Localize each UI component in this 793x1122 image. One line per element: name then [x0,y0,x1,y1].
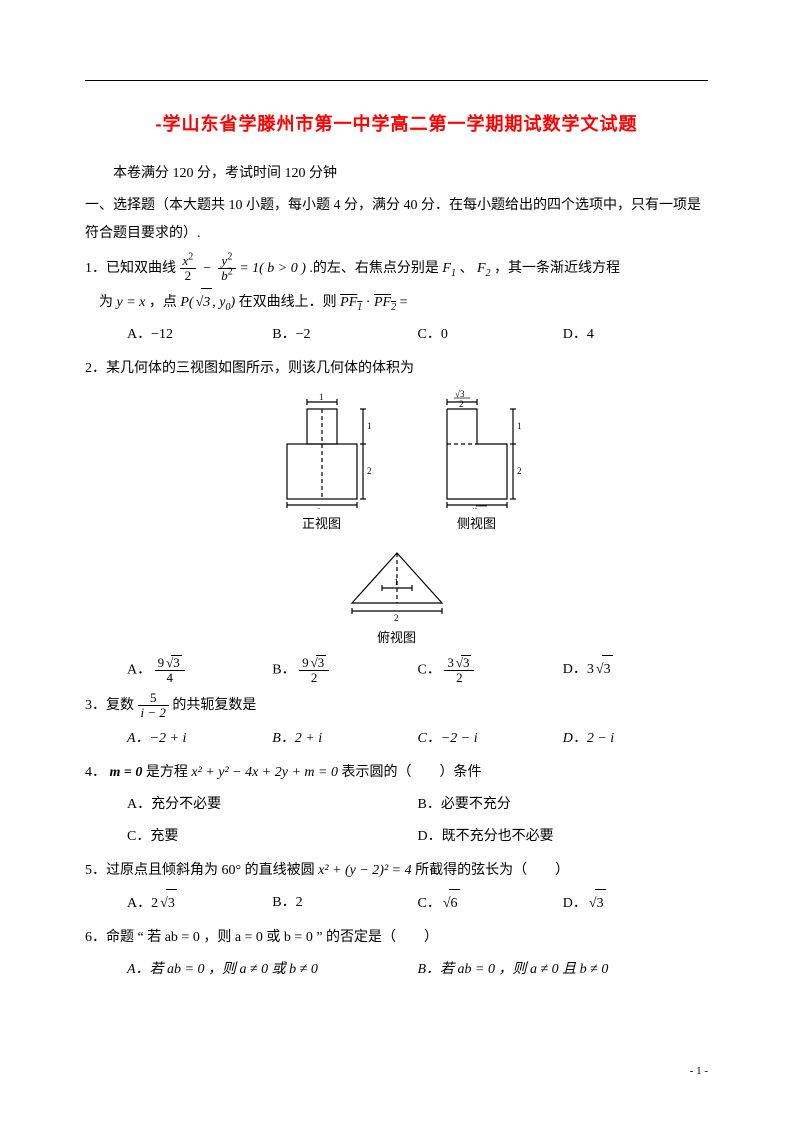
q1-text-b: .的左、右焦点分别是 [309,261,442,276]
question-6: 6．命题 “ 若 ab = 0 ，则 a = 0 或 b = 0 ” 的否定是（… [85,924,708,952]
svg-text:2: 2 [459,399,464,409]
q3-opt-d: D．2 − i [563,725,708,753]
page-title: -学山东省学滕州市第一中学高二第一学期期试数学文试题 [85,106,708,142]
question-4: 4． m = 0 是方程 x² + y² − 4x + 2y + m = 0 表… [85,759,708,787]
q4-m0: m = 0 [110,765,143,780]
intro-text: 本卷满分 120 分，考试时间 120 分钟 [85,160,708,188]
q1l2-e: = [400,295,408,310]
svg-text:√3: √3 [455,389,465,399]
svg-text:2: 2 [316,507,321,509]
front-caption: 正视图 [267,511,377,537]
q1-text-c: 、 [459,261,473,276]
q6-opt-b: B．若 ab = 0 ，则 a ≠ 0 且 b ≠ 0 [418,956,709,984]
dim-label: 1 [319,392,324,402]
q1-opt-b: B．−2 [272,321,417,349]
question-5: 5．过原点且倾斜角为 60° 的直线被圆 x² + (y − 2)² = 4 所… [85,857,708,885]
q4-opt-d: D．既不充分也不必要 [418,823,709,851]
q6-text: 6．命题 “ 若 ab = 0 ，则 a = 0 或 b = 0 ” 的否定是（… [85,930,438,945]
q1-P: P(3, y0) [180,295,235,310]
q5-options: A．23 B．2 C．6 D．3 [85,889,708,918]
q5-eq: x² + (y − 2)² = 4 [318,863,412,878]
q5-text-a: 5．过原点且倾斜角为 60° 的直线被圆 [85,863,318,878]
q4-text-c: 表示圆的（ ）条件 [341,765,481,780]
q2-opt-a: A． 934 [127,655,272,686]
svg-text:2: 2 [394,613,399,623]
q5-opt-a: A．23 [127,889,272,918]
q6-options: A．若 ab = 0 ，则 a ≠ 0 或 b ≠ 0 B．若 ab = 0 ，… [85,956,708,984]
q1-PF1: PF1 [340,295,362,310]
q2-opt-d: D．33 [563,655,708,686]
side-caption: 侧视图 [427,511,527,537]
svg-text:2: 2 [517,466,522,476]
svg-text:√3: √3 [469,507,479,509]
svg-text:1: 1 [394,577,399,587]
page-number: - 1 - [690,1060,708,1082]
q2-opt-b: B． 932 [272,655,417,686]
q5-opt-c: C．6 [418,889,563,918]
q3-frac: 5 i − 2 [138,691,169,721]
q4-eq: x² + y² − 4x + 2y + m = 0 [191,765,338,780]
svg-text:2: 2 [367,466,372,476]
q5-opt-b: B．2 [272,889,417,918]
q4-opt-b: B．必要不充分 [418,791,709,819]
side-view: √3 2 1 2 √3 侧视图 [427,389,527,537]
q4-options-row2: C．充要 D．既不充分也不必要 [85,823,708,851]
q1-options: A．−12 B．−2 C．0 D．4 [85,321,708,349]
q1-rhs: = 1( b > 0 ) [239,261,306,276]
top-caption: 俯视图 [337,625,457,651]
question-3: 3．复数 5 i − 2 的共轭复数是 [85,691,708,721]
q1-F2: F2 [477,261,491,276]
q1-opt-c: C．0 [418,321,563,349]
front-view: 1 1 2 2 正视图 [267,389,377,537]
q1-opt-a: A．−12 [127,321,272,349]
q6-opt-a: A．若 ab = 0 ，则 a ≠ 0 或 b ≠ 0 [127,956,418,984]
q4-opt-c: C．充要 [127,823,418,851]
svg-text:1: 1 [517,421,522,431]
q1-yx: y = x [117,295,146,310]
question-1-line2: 为 y = x ，点 P(3, y0) 在双曲线上．则 PF1 · PF2 = [85,288,708,317]
q4-opt-a: A．充分不必要 [127,791,418,819]
q3-opt-a: A．−2 + i [127,725,272,753]
q3-options: A．−2 + i B．2 + i C．−2 − i D．2 − i [85,725,708,753]
question-1: 1．已知双曲线 x2 2 − y2 b2 = 1( b > 0 ) .的左、右焦… [85,254,708,284]
question-2: 2．某几何体的三视图如图所示，则该几何体的体积为 [85,355,708,383]
q1-frac2: y2 b2 [218,254,236,284]
q1-text-d: ，其一条渐近线方程 [494,261,620,276]
q3-opt-c: C．−2 − i [418,725,563,753]
q1l2-a: 为 [99,295,117,310]
q2-options: A． 934 B． 932 C． 332 D．33 [85,655,708,686]
q1l2-d: · [366,295,374,310]
q5-text-b: 所截得的弦长为（ ） [415,863,569,878]
q1l2-c: 在双曲线上．则 [239,295,341,310]
svg-text:1: 1 [367,421,372,431]
top-view: 1 2 俯视图 [337,543,457,651]
q4-text-a: 4． [85,765,106,780]
q5-opt-d: D．3 [563,889,708,918]
q3-opt-b: B．2 + i [272,725,417,753]
q3-text-a: 3．复数 [85,698,138,713]
q2-opt-c: C． 332 [418,655,563,686]
q1-frac1: x2 2 [180,254,197,284]
top-rule [85,80,708,81]
q3-text-b: 的共轭复数是 [172,698,256,713]
q1l2-b: ，点 [149,295,181,310]
q2-figure: 1 1 2 2 正视图 [85,389,708,651]
q4-options-row1: A．充分不必要 B．必要不充分 [85,791,708,819]
q1-PF2: PF2 [374,295,396,310]
q4-text-b: 是方程 [146,765,192,780]
section1-heading: 一、选择题（本大题共 10 小题，每小题 4 分，满分 40 分．在每小题给出的… [85,192,708,248]
q1-F1: F1 [442,261,456,276]
q1-text-a: 1．已知双曲线 [85,261,180,276]
q1-opt-d: D．4 [563,321,708,349]
